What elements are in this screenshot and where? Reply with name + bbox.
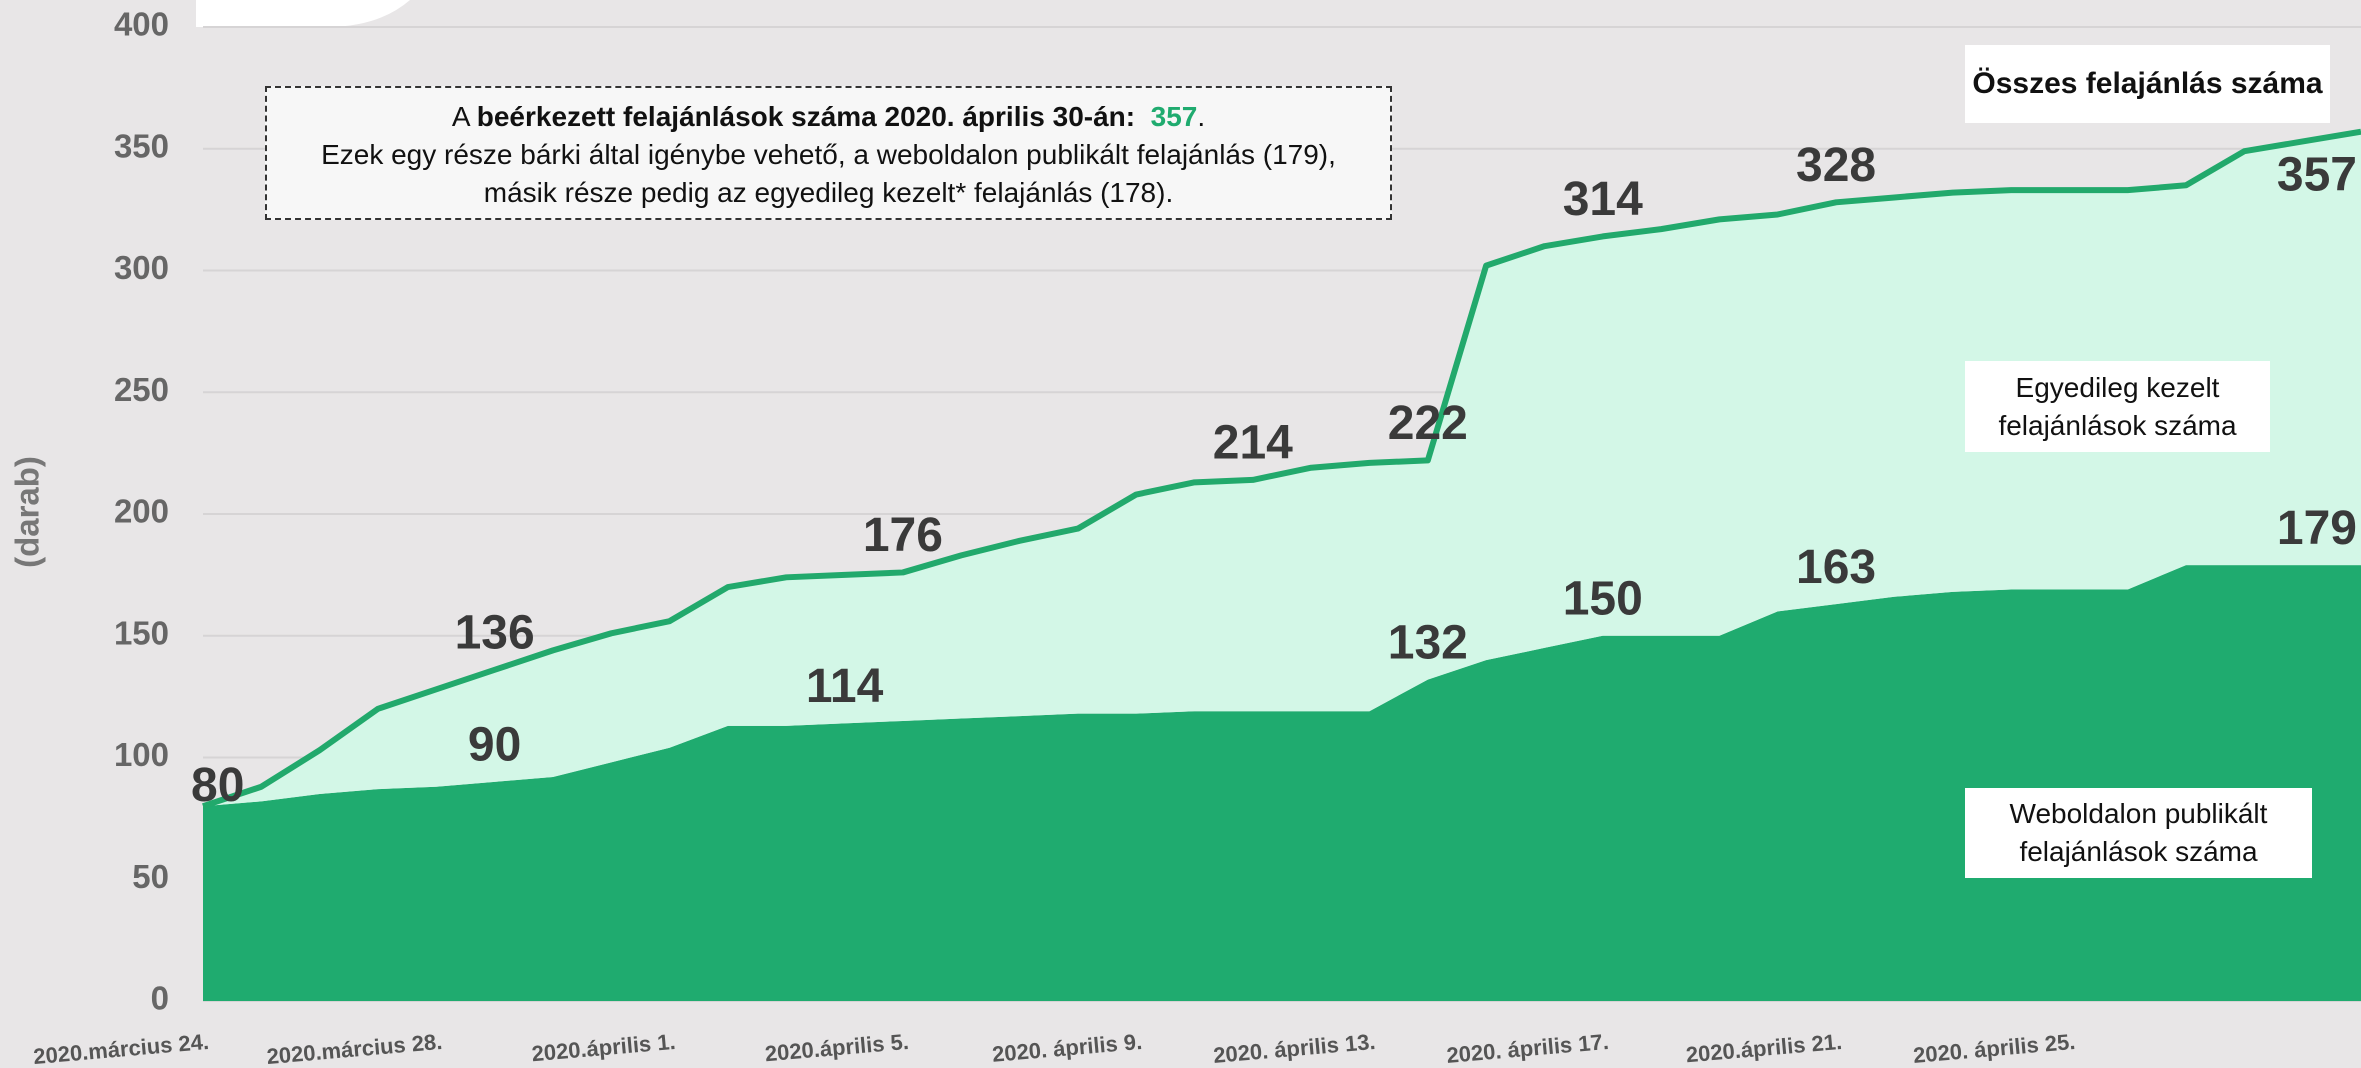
legend-individual: Egyedileg kezelt felajánlások száma xyxy=(1965,361,2270,452)
x-tick-label: 2020. április 25. xyxy=(1912,1029,2076,1068)
data-label: 357 xyxy=(2277,148,2357,201)
y-tick-label: 300 xyxy=(114,249,169,286)
data-label: 328 xyxy=(1796,139,1876,192)
info-text: . xyxy=(1197,101,1206,132)
info-text: másik része pedig az egyedileg kezelt* f… xyxy=(483,177,1174,208)
y-tick-label: 50 xyxy=(132,858,169,895)
info-text: 357 xyxy=(1150,101,1198,132)
x-tick-label: 2020.április 5. xyxy=(764,1029,910,1066)
x-tick-label: 2020. április 13. xyxy=(1212,1029,1376,1068)
data-label: 114 xyxy=(806,660,884,713)
y-axis-label: (darab) xyxy=(9,456,46,568)
area xyxy=(203,131,2361,807)
legend-web: Weboldalon publikált felajánlások száma xyxy=(1965,788,2312,878)
data-label: 136 xyxy=(455,607,535,660)
info-line: A beérkezett felajánlások száma 2020. áp… xyxy=(267,98,1390,136)
y-tick-label: 200 xyxy=(114,493,169,530)
info-text: A xyxy=(451,101,477,132)
data-label: 214 xyxy=(1213,417,1293,470)
data-label: 163 xyxy=(1796,541,1876,594)
info-line: másik része pedig az egyedileg kezelt* f… xyxy=(267,174,1390,212)
y-tick-label: 350 xyxy=(114,127,169,164)
y-tick-label: 100 xyxy=(114,736,169,773)
x-tick-label: 2020. április 17. xyxy=(1445,1029,1609,1068)
area xyxy=(203,565,2361,1001)
data-label: 80 xyxy=(191,759,244,812)
x-tick-label: 2020.április 1. xyxy=(531,1029,677,1066)
data-label: 222 xyxy=(1388,397,1468,450)
info-line: Ezek egy része bárki által igénybe vehet… xyxy=(267,136,1390,174)
y-tick-label: 250 xyxy=(114,371,169,408)
data-label: 150 xyxy=(1563,572,1643,625)
corner-decor xyxy=(196,0,410,27)
y-tick-label: 400 xyxy=(114,6,169,43)
data-label: 176 xyxy=(863,509,943,562)
x-tick-label: 2020.április 21. xyxy=(1685,1029,1843,1068)
legend-total: Összes felajánlás száma xyxy=(1965,45,2330,123)
x-tick-label: 2020. április 9. xyxy=(991,1029,1143,1067)
info-text: beérkezett felajánlások száma 2020. ápri… xyxy=(476,101,1151,132)
y-tick-label: 150 xyxy=(114,614,169,651)
x-tick-label: 2020.március 28. xyxy=(266,1029,444,1068)
data-label: 90 xyxy=(468,719,521,772)
x-tick-label: 2020.március 24. xyxy=(32,1029,210,1068)
info-text: Ezek egy része bárki által igénybe vehet… xyxy=(321,139,1336,170)
data-label: 179 xyxy=(2277,502,2357,555)
line xyxy=(202,128,2361,810)
info-box: A beérkezett felajánlások száma 2020. áp… xyxy=(265,86,1392,220)
y-tick-label: 0 xyxy=(151,980,169,1017)
data-label: 314 xyxy=(1563,173,1643,226)
data-label: 132 xyxy=(1388,616,1468,669)
